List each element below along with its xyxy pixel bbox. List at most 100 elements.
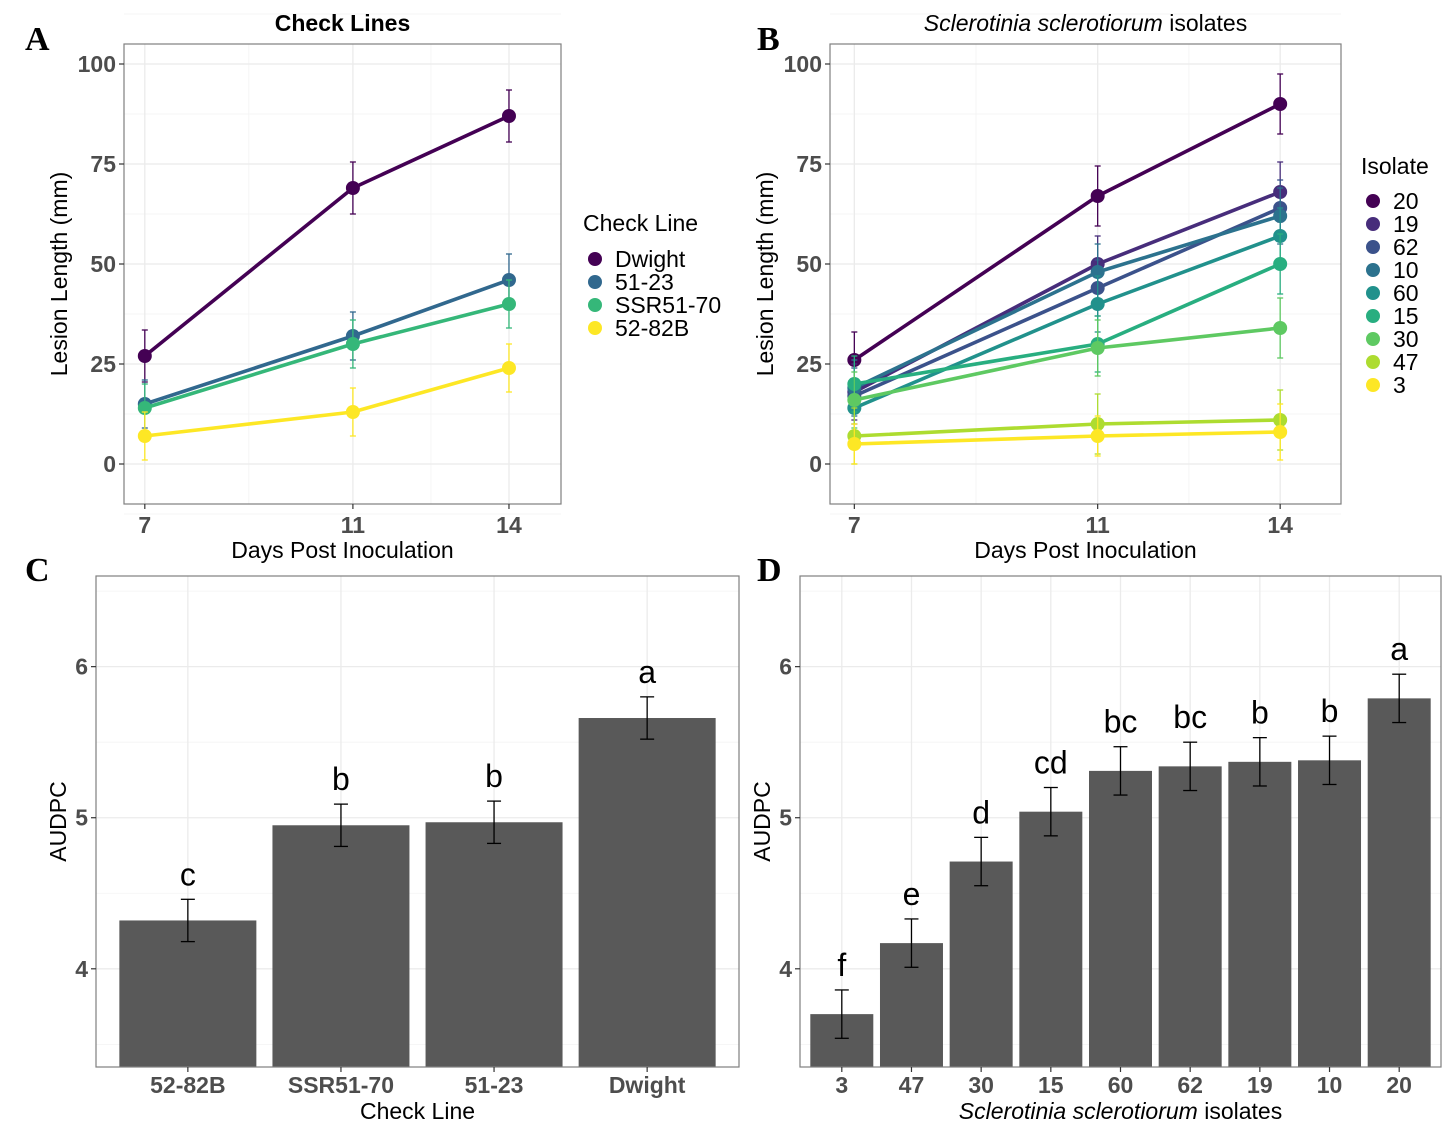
significance-label: b	[485, 758, 503, 794]
x-tick-label: 11	[341, 512, 366, 538]
panel-border	[123, 43, 562, 505]
panel-border	[95, 575, 740, 1068]
series-15	[847, 233, 1288, 413]
legend-label: 3	[1393, 372, 1406, 398]
bar	[1089, 770, 1152, 1067]
panel-letter-c: C	[25, 552, 50, 589]
x-tick-label: 52-82B	[150, 1072, 225, 1098]
legend-label: 20	[1393, 188, 1419, 214]
significance-label: f	[837, 947, 846, 983]
bar	[1019, 811, 1083, 1067]
panel-border	[829, 43, 1342, 505]
series-Dwight	[137, 89, 516, 383]
y-tick-label: 4	[75, 956, 88, 982]
data-point	[501, 297, 516, 311]
data-point	[1273, 257, 1288, 271]
y-axis-title: Lesion Length (mm)	[752, 172, 778, 377]
significance-label: a	[638, 654, 656, 690]
x-axis-title: Days Post Inoculation	[231, 537, 453, 563]
data-point	[1273, 425, 1288, 439]
data-point	[847, 393, 862, 407]
bar-group-15: cd	[1019, 745, 1083, 1067]
x-axis-title-italic: Sclerotinia sclerotiorum	[959, 1098, 1198, 1124]
y-tick-label: 100	[784, 51, 822, 77]
legend-key	[588, 275, 602, 289]
y-tick-label: 25	[796, 351, 822, 377]
x-tick-label: 62	[1177, 1072, 1203, 1098]
bar	[272, 825, 410, 1067]
x-tick-label: 10	[1317, 1072, 1343, 1098]
significance-label: b	[1321, 693, 1339, 729]
bar	[1298, 760, 1362, 1067]
legend-label: 47	[1393, 349, 1419, 375]
series-line	[144, 302, 510, 410]
panel-c-bar-chart: c b b a 4 5 6 52-82B SSR51-70 51-23 Dwight Check Li…	[45, 575, 740, 1124]
y-tick-label: 50	[90, 251, 116, 277]
x-tick-label: 15	[1038, 1072, 1064, 1098]
chart-title: Sclerotinia sclerotiorum isolates	[924, 10, 1247, 36]
data-point	[137, 429, 152, 443]
x-tick-label: 7	[138, 512, 151, 538]
bar-group-52-82B: c	[119, 856, 257, 1067]
data-point	[1090, 189, 1105, 203]
y-tick-label: 6	[75, 654, 88, 680]
legend-label: 51-23	[615, 269, 674, 295]
significance-label: d	[972, 794, 990, 830]
y-axis-title: AUDPC	[45, 781, 71, 862]
bar	[1367, 698, 1431, 1067]
x-tick-label: 60	[1108, 1072, 1134, 1098]
y-tick-label: 6	[779, 654, 792, 680]
panel-a-line-chart: 0 25 50 75 100 7 11 14 Days Post Inoculation Lesi…	[46, 10, 721, 563]
bar-group-SSR51-70: b	[272, 761, 410, 1067]
legend-key	[1366, 217, 1380, 231]
x-tick-label: 30	[968, 1072, 994, 1098]
x-tick-label: 11	[1086, 512, 1111, 538]
data-point	[345, 405, 360, 419]
x-tick-label: SSR51-70	[288, 1072, 394, 1098]
x-tick-label: 14	[1267, 512, 1293, 538]
bar-group-60: bc	[1089, 704, 1152, 1067]
bar	[1228, 761, 1292, 1067]
x-axis-title: Days Post Inoculation	[974, 537, 1196, 563]
x-tick-label: 47	[899, 1072, 925, 1098]
bar-group-3: f	[810, 947, 874, 1067]
y-tick-label: 5	[779, 805, 792, 831]
bar-group-Dwight: a	[578, 654, 716, 1067]
legend-label: 30	[1393, 326, 1419, 352]
series-line	[853, 234, 1281, 410]
legend-label: 52-82B	[615, 315, 689, 341]
legend-label: 60	[1393, 280, 1419, 306]
legend-key	[1366, 194, 1380, 208]
bar-group-30: d	[949, 794, 1013, 1067]
y-tick-label: 100	[78, 51, 116, 77]
data-point	[847, 437, 862, 451]
x-tick-label: 19	[1247, 1072, 1273, 1098]
bar-group-10: b	[1298, 693, 1362, 1067]
y-axis-title: AUDPC	[749, 781, 775, 862]
legend-label: 62	[1393, 234, 1419, 260]
series-line	[144, 366, 510, 438]
legend-label: 10	[1393, 257, 1419, 283]
significance-label: b	[1251, 695, 1269, 731]
x-tick-label: Dwight	[609, 1072, 686, 1098]
legend-key	[1366, 263, 1380, 277]
significance-label: a	[1390, 631, 1408, 667]
x-tick-label: 7	[848, 512, 861, 538]
x-axis-title: Sclerotinia sclerotiorum isolates	[959, 1098, 1282, 1124]
data-point	[501, 109, 516, 123]
x-axis-title-rest: isolates	[1198, 1098, 1282, 1124]
x-tick-label: 3	[835, 1072, 848, 1098]
series-SSR51-70	[137, 279, 516, 433]
legend-key	[1366, 355, 1380, 369]
significance-label: bc	[1104, 704, 1138, 740]
data-point	[1090, 297, 1105, 311]
y-tick-label: 50	[796, 251, 822, 277]
series-30	[847, 297, 1288, 429]
series-line	[853, 102, 1281, 362]
y-axis-title: Lesion Length (mm)	[46, 172, 72, 377]
x-tick-label: 20	[1386, 1072, 1412, 1098]
y-tick-label: 0	[103, 451, 116, 477]
